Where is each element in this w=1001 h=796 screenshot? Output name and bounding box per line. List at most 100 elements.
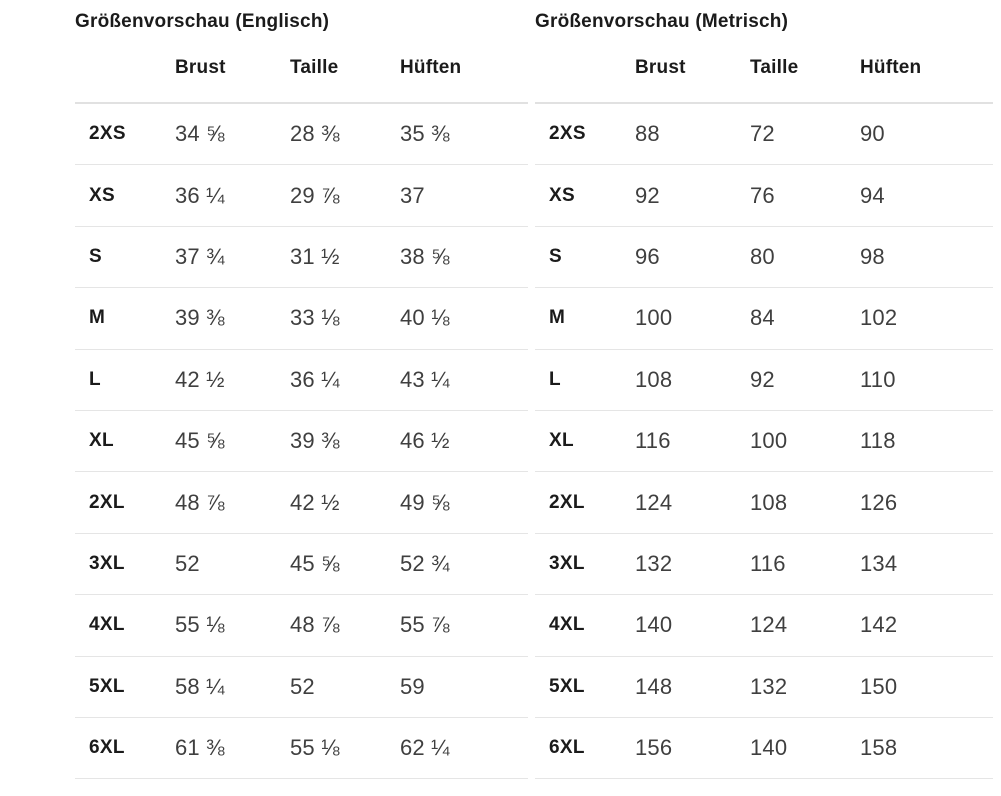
measurement-value: 42 ½: [175, 366, 225, 392]
measurement-value: 36 ¼: [290, 366, 340, 392]
measurement-value: 52: [290, 673, 315, 699]
table-row: 2XS 34 ⅝ 28 ⅜ 35 ⅜: [75, 104, 528, 166]
measurement-value: 29 ⅞: [290, 182, 340, 208]
table-row: XS 36 ¼ 29 ⅞ 37: [75, 165, 528, 227]
measurement-value: 38 ⅝: [400, 243, 450, 269]
size-label: XL: [89, 430, 114, 452]
measurement-value: 58 ¼: [175, 673, 225, 699]
measurement-value: 52 ¾: [400, 550, 450, 576]
table-body: 2XS 34 ⅝ 28 ⅜ 35 ⅜ XS 36 ¼ 29 ⅞ 37 S 37 ¾ 31 ½ 38 ⅝…: [75, 104, 528, 780]
size-label: S: [549, 245, 562, 267]
measurement-value: 34 ⅝: [175, 121, 225, 147]
column-header-brust: Brust: [635, 56, 686, 78]
measurement-value: 42 ½: [290, 489, 340, 515]
measurement-value: 102: [860, 305, 898, 331]
measurement-value: 52: [175, 550, 200, 576]
measurement-value: 72: [750, 121, 775, 147]
column-header-hueften: Hüften: [400, 56, 462, 78]
measurement-value: 39 ⅜: [175, 305, 225, 331]
size-label: 2XS: [89, 123, 126, 145]
table-row: L 108 92 110: [535, 350, 993, 411]
size-label: 6XL: [549, 737, 585, 759]
measurement-value: 84: [750, 305, 775, 331]
table-row: 2XL 124 108 126: [535, 472, 993, 534]
measurement-value: 48 ⅞: [175, 489, 225, 515]
size-table-english: Größenvorschau (Englisch) Brust Taille H…: [75, 0, 528, 780]
size-label: XS: [549, 184, 575, 206]
measurement-value: 55 ⅛: [175, 612, 225, 638]
size-label: 5XL: [549, 675, 585, 697]
table-title-english: Größenvorschau (Englisch): [75, 11, 330, 32]
measurement-value: 62 ¼: [400, 735, 450, 761]
measurement-value: 100: [635, 305, 673, 331]
size-label: L: [549, 368, 561, 390]
measurement-value: 36 ¼: [175, 182, 225, 208]
table-row: 2XL 48 ⅞ 42 ½ 49 ⅝: [75, 472, 528, 534]
measurement-value: 140: [635, 612, 673, 638]
measurement-value: 40 ⅛: [400, 305, 450, 331]
table-row: 5XL 58 ¼ 52 59: [75, 657, 528, 718]
measurement-value: 94: [860, 182, 885, 208]
size-label: XS: [89, 184, 115, 206]
measurement-value: 116: [750, 550, 786, 576]
size-label: M: [549, 307, 566, 329]
table-row: M 100 84 102: [535, 288, 993, 350]
column-header-hueften: Hüften: [860, 56, 922, 78]
size-label: 4XL: [549, 614, 585, 636]
table-title-metric: Größenvorschau (Metrisch): [535, 11, 789, 32]
table-body: 2XS 88 72 90 XS 92 76 94 S 96 80 98 M 100 84 102 L 108 92 1…: [535, 104, 993, 780]
table-row: S 37 ¾ 31 ½ 38 ⅝: [75, 227, 528, 289]
table-row: 4XL 140 124 142: [535, 595, 993, 657]
measurement-value: 88: [635, 121, 660, 147]
table-row: S 96 80 98: [535, 227, 993, 289]
measurement-value: 156: [635, 735, 673, 761]
table-row: M 39 ⅜ 33 ⅛ 40 ⅛: [75, 288, 528, 350]
measurement-value: 134: [860, 550, 898, 576]
measurement-value: 116: [635, 428, 671, 454]
measurement-value: 48 ⅞: [290, 612, 340, 638]
measurement-value: 61 ⅜: [175, 735, 225, 761]
table-row: L 42 ½ 36 ¼ 43 ¼: [75, 350, 528, 411]
measurement-value: 96: [635, 243, 660, 269]
table-row: XL 116 100 118: [535, 411, 993, 473]
measurement-value: 90: [860, 121, 885, 147]
table-header-row: Brust Taille Hüften: [535, 33, 993, 104]
measurement-value: 142: [860, 612, 898, 638]
measurement-value: 35 ⅜: [400, 121, 450, 147]
size-label: 6XL: [89, 737, 125, 759]
measurement-value: 55 ⅞: [400, 612, 450, 638]
table-row: XS 92 76 94: [535, 165, 993, 227]
measurement-value: 39 ⅜: [290, 428, 340, 454]
table-header-row: Brust Taille Hüften: [75, 33, 528, 104]
measurement-value: 80: [750, 243, 775, 269]
size-label: M: [89, 307, 106, 329]
measurement-value: 118: [860, 428, 896, 454]
measurement-value: 45 ⅝: [290, 550, 340, 576]
size-label: S: [89, 245, 102, 267]
measurement-value: 124: [635, 489, 673, 515]
table-row: 3XL 52 45 ⅝ 52 ¾: [75, 534, 528, 596]
measurement-value: 100: [750, 428, 788, 454]
measurement-value: 150: [860, 673, 898, 699]
table-row: 5XL 148 132 150: [535, 657, 993, 718]
measurement-value: 108: [750, 489, 788, 515]
measurement-value: 92: [635, 182, 660, 208]
size-label: 2XL: [89, 491, 125, 513]
table-row: 3XL 132 116 134: [535, 534, 993, 596]
size-label: XL: [549, 430, 574, 452]
size-label: 4XL: [89, 614, 125, 636]
measurement-value: 124: [750, 612, 788, 638]
measurement-value: 98: [860, 243, 885, 269]
measurement-value: 55 ⅛: [290, 735, 340, 761]
measurement-value: 158: [860, 735, 898, 761]
table-row: XL 45 ⅝ 39 ⅜ 46 ½: [75, 411, 528, 473]
measurement-value: 33 ⅛: [290, 305, 340, 331]
measurement-value: 126: [860, 489, 898, 515]
measurement-value: 37 ¾: [175, 243, 225, 269]
measurement-value: 140: [750, 735, 788, 761]
size-label: 3XL: [89, 552, 125, 574]
size-table-metric: Größenvorschau (Metrisch) Brust Taille H…: [535, 0, 993, 780]
column-header-taille: Taille: [750, 56, 799, 78]
table-row: 6XL 156 140 158: [535, 718, 993, 780]
